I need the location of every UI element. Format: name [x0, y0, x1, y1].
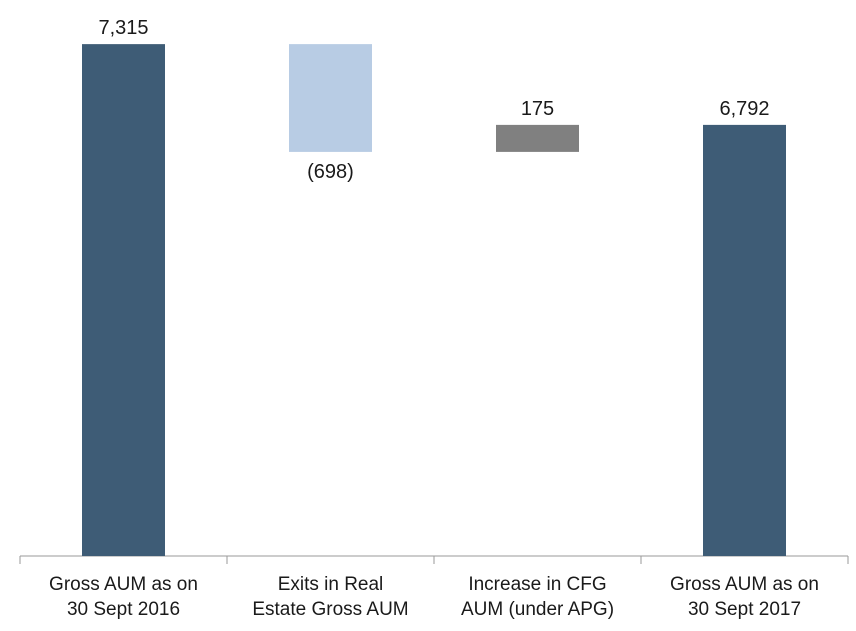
- x-tick-label: 30 Sept 2016: [67, 599, 180, 620]
- x-tick-label: Increase in CFG: [468, 574, 606, 595]
- x-tick-label: Exits in Real: [278, 574, 384, 595]
- bar: [496, 124, 579, 152]
- bar: [82, 44, 165, 556]
- data-label: 7,315: [98, 17, 148, 39]
- bar: [289, 44, 372, 152]
- data-label: (698): [307, 161, 354, 183]
- x-tick-label: Gross AUM as on: [49, 574, 198, 595]
- x-tick-label: 30 Sept 2017: [688, 599, 801, 620]
- bar: [703, 124, 786, 556]
- data-label: 175: [521, 98, 554, 120]
- x-tick-label: Gross AUM as on: [670, 574, 819, 595]
- x-tick-label: AUM (under APG): [461, 599, 614, 620]
- data-label: 6,792: [719, 98, 769, 120]
- x-tick-label: Estate Gross AUM: [252, 599, 408, 620]
